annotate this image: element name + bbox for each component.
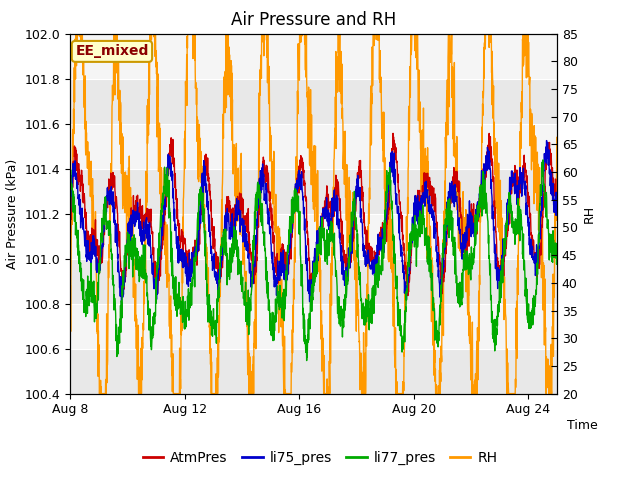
Text: Time: Time bbox=[566, 419, 597, 432]
Bar bbox=[70, 123, 557, 168]
Legend: AtmPres, li75_pres, li77_pres, RH: AtmPres, li75_pres, li77_pres, RH bbox=[137, 445, 503, 471]
Y-axis label: Air Pressure (kPa): Air Pressure (kPa) bbox=[6, 158, 19, 269]
Text: EE_mixed: EE_mixed bbox=[76, 44, 148, 59]
Bar bbox=[70, 303, 557, 348]
Bar bbox=[70, 34, 557, 79]
Title: Air Pressure and RH: Air Pressure and RH bbox=[231, 11, 396, 29]
Y-axis label: RH: RH bbox=[583, 204, 596, 223]
Bar bbox=[70, 214, 557, 259]
